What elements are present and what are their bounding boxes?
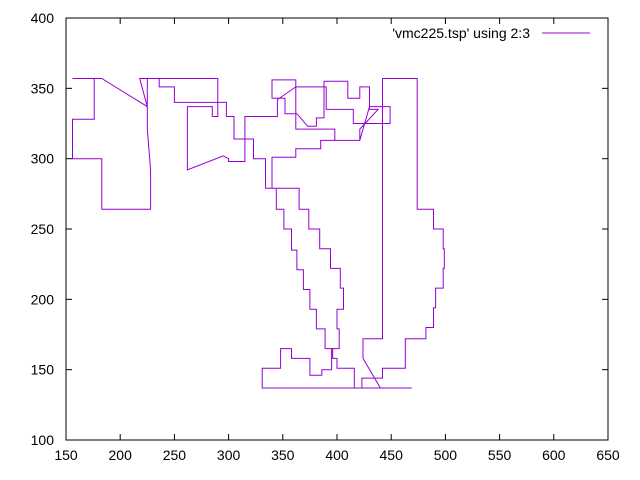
y-tick-label: 100 [31,432,55,448]
x-tick-label: 150 [54,447,78,463]
y-tick-label: 150 [31,362,55,378]
series-line [72,78,445,389]
y-tick-label: 250 [31,221,55,237]
axes: 150 200 250 300 350 400 450 500 550 600 6501001502… [31,10,620,463]
y-tick-label: 200 [31,291,55,307]
x-tick-label: 450 [380,447,404,463]
y-tick-label: 350 [31,80,55,96]
x-tick-label: 650 [596,447,620,463]
legend-label: 'vmc225.tsp' using 2:3 [392,25,530,41]
y-tick-label: 300 [31,151,55,167]
x-tick-label: 250 [163,447,187,463]
x-tick-label: 400 [325,447,349,463]
y-tick-label: 400 [31,10,55,26]
x-tick-label: 350 [271,447,295,463]
x-tick-label: 300 [217,447,241,463]
x-tick-label: 200 [109,447,133,463]
plot-frame [65,17,609,441]
x-tick-label: 500 [434,447,458,463]
series-group [72,78,445,389]
x-tick-label: 550 [488,447,512,463]
x-tick-label: 600 [542,447,566,463]
legend: 'vmc225.tsp' using 2:3 [392,25,590,41]
